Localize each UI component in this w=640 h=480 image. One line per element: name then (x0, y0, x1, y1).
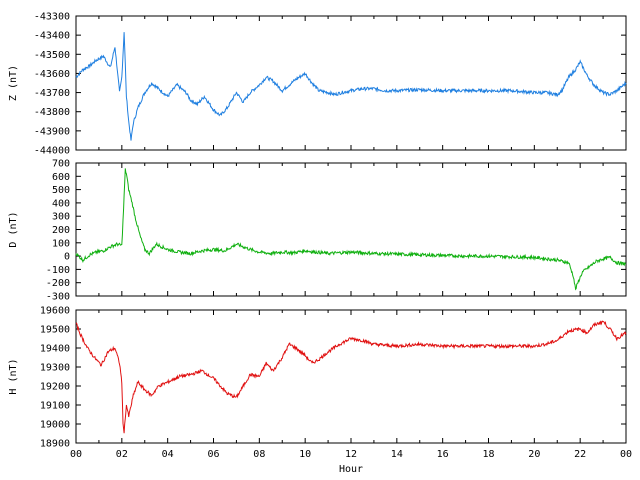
x-tick-label: 22 (574, 449, 586, 460)
plot-frame (75, 15, 627, 151)
y-tick-label: 700 (52, 159, 70, 170)
x-tick-label: 18 (482, 449, 494, 460)
plot-frame (75, 309, 627, 444)
x-axis-title: Hour (339, 464, 363, 475)
x-tick-label: 04 (162, 449, 174, 460)
y-tick-label: -43500 (34, 50, 70, 61)
y-tick-label: -43300 (34, 12, 70, 23)
y-tick-label: 0 (64, 252, 70, 263)
series-line-2-0 (75, 320, 627, 434)
x-tick-label: 00 (620, 449, 632, 460)
series-line-1-0 (75, 168, 627, 291)
y-tick-label: -300 (46, 292, 70, 303)
y-tick-label: 600 (52, 172, 70, 183)
y-tick-label: -44000 (34, 146, 70, 157)
plot-frame (75, 162, 627, 297)
y-tick-label: 19400 (40, 344, 70, 355)
panel-0: -43300 -43400 -43500 -43600 -43700 -43800 -439… (8, 12, 627, 157)
y-tick-label: 400 (52, 198, 70, 209)
y-tick-label: 500 (52, 185, 70, 196)
x-tick-label: 12 (345, 449, 357, 460)
y-tick-label: -43800 (34, 107, 70, 118)
x-tick-label: 06 (207, 449, 219, 460)
y-tick-label: 200 (52, 225, 70, 236)
y-axis-title: H (nT) (8, 358, 19, 394)
y-tick-label: 18900 (40, 439, 70, 450)
x-tick-label: 02 (116, 449, 128, 460)
y-tick-label: 19600 (40, 306, 70, 317)
y-tick-label: 19300 (40, 363, 70, 374)
y-tick-label: -100 (46, 265, 70, 276)
x-tick-label: 16 (437, 449, 449, 460)
y-tick-label: 300 (52, 212, 70, 223)
y-tick-label: 19500 (40, 325, 70, 336)
y-tick-label: -43600 (34, 69, 70, 80)
panel-2: 19600 19500 19400 19300 19200 19100 19000 18900… (8, 306, 627, 450)
y-tick-label: -200 (46, 278, 70, 289)
panel-1: 700 600 500 400 300 200 100 0 -100 -200 -300 D (nT) (8, 159, 627, 303)
y-tick-label: 19100 (40, 401, 70, 412)
y-axis-title: D (nT) (8, 211, 19, 247)
y-tick-label: 19200 (40, 382, 70, 393)
y-tick-label: -43700 (34, 88, 70, 99)
x-tick-label: 20 (528, 449, 540, 460)
x-tick-label: 10 (299, 449, 311, 460)
y-tick-label: -43400 (34, 31, 70, 42)
x-tick-label: 00 (70, 449, 82, 460)
y-tick-label: 19000 (40, 420, 70, 431)
x-tick-label: 14 (391, 449, 403, 460)
y-axis-title: Z (nT) (8, 65, 19, 101)
series-line-0-0 (75, 32, 627, 141)
y-tick-label: -43900 (34, 126, 70, 137)
x-tick-label: 08 (253, 449, 265, 460)
y-tick-label: 100 (52, 238, 70, 249)
